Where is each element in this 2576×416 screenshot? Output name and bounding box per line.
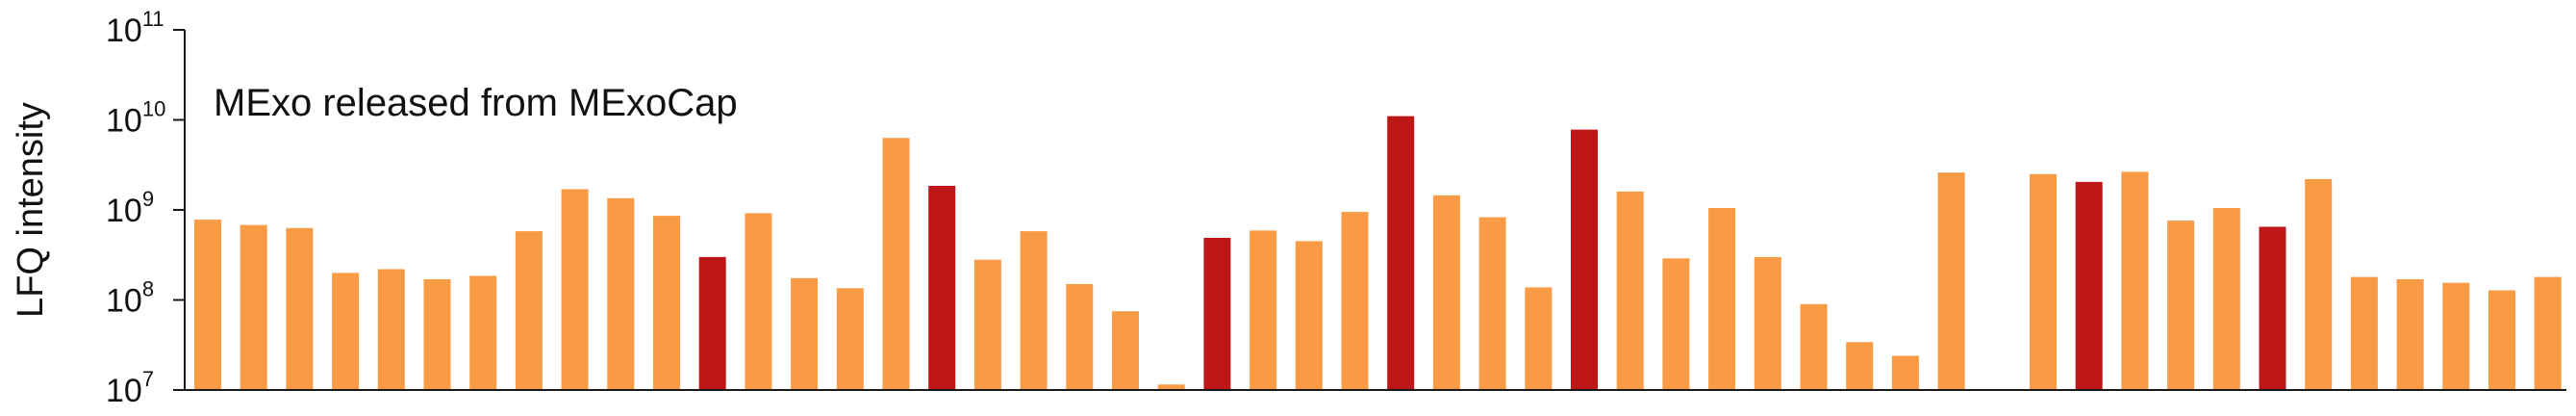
bar (973, 259, 1001, 390)
bar (1708, 208, 1736, 390)
bars (194, 116, 2562, 391)
y-axis-label: LFQ intensity (11, 102, 51, 318)
bar (2488, 290, 2515, 390)
bar (1800, 303, 1828, 390)
y-tick-label-base: 10 (106, 193, 142, 229)
bar (1937, 172, 1965, 390)
bar (791, 277, 819, 390)
bar (423, 279, 451, 390)
y-tick-label: 107 (106, 367, 154, 409)
bar (2442, 282, 2470, 390)
y-tick-label-exponent: 7 (142, 367, 154, 391)
bar (653, 216, 680, 390)
bar (1754, 256, 1781, 390)
bar (286, 227, 314, 390)
y-tick-label-exponent: 10 (142, 97, 165, 121)
y-tick-label: 1011 (106, 7, 164, 49)
bar (469, 275, 497, 390)
bar (1891, 355, 1919, 390)
bar (1616, 191, 1644, 390)
y-tick-label: 1010 (106, 97, 165, 140)
bar (240, 224, 267, 390)
bar (194, 220, 221, 390)
bar (1112, 311, 1139, 390)
bar (1250, 230, 1277, 390)
bar (332, 273, 360, 390)
y-tick-label-base: 10 (106, 13, 142, 49)
bar (2212, 208, 2240, 390)
bar (1295, 241, 1323, 390)
bar (2305, 179, 2333, 390)
bar (1525, 287, 1553, 390)
bar (1066, 284, 1094, 390)
bar-highlighted (2259, 226, 2286, 390)
bar (1020, 231, 1048, 390)
bar (1662, 258, 1690, 390)
y-tick-label-base: 10 (106, 283, 142, 320)
bar (377, 269, 405, 390)
bar (2121, 171, 2149, 390)
bar (2350, 276, 2378, 390)
y-tick-label-base: 10 (106, 103, 142, 140)
bar (1478, 217, 1506, 390)
bar (561, 189, 589, 390)
bar-highlighted (1387, 116, 1415, 390)
bar (1846, 342, 1874, 390)
bar (1432, 195, 1460, 390)
bar-highlighted (1203, 238, 1231, 390)
y-tick-label-exponent: 11 (142, 7, 164, 31)
bar-highlighted (698, 256, 726, 390)
bar (745, 213, 772, 390)
bar (2534, 276, 2562, 390)
bar (515, 231, 543, 390)
bar (882, 138, 910, 391)
bar-highlighted (1571, 129, 1598, 390)
y-tick-label-base: 10 (106, 373, 142, 409)
bar (607, 197, 635, 390)
bar (2030, 173, 2057, 390)
y-tick-label-exponent: 9 (142, 187, 154, 211)
chart-annotation: MExo released from MExoCap (214, 82, 738, 124)
bar-highlighted (928, 186, 956, 390)
bar-highlighted (2075, 181, 2103, 390)
bar (836, 288, 864, 390)
y-tick-label-exponent: 8 (142, 277, 154, 301)
y-tick-label: 108 (106, 277, 154, 320)
bar (2396, 279, 2424, 390)
y-tick-label: 109 (106, 187, 154, 229)
bar (2167, 221, 2195, 390)
bar (1341, 212, 1369, 390)
bar (1157, 384, 1185, 390)
